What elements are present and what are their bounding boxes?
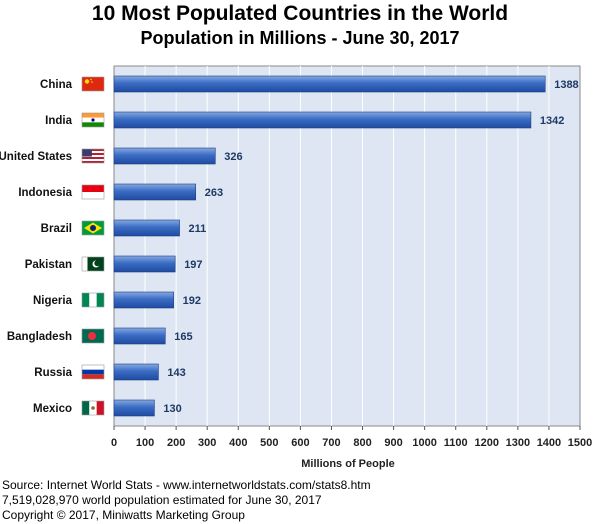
x-tick-label: 600 xyxy=(291,437,309,449)
value-label-russia: 143 xyxy=(167,367,185,379)
value-label-pakistan: 197 xyxy=(184,259,202,271)
x-tick-label: 1100 xyxy=(444,437,468,449)
x-tick-label: 300 xyxy=(198,437,216,449)
value-label-mexico: 130 xyxy=(163,403,181,415)
flag-mexico-icon xyxy=(81,400,105,416)
category-label-indonesia: Indonesia xyxy=(18,187,72,199)
value-label-united-states: 326 xyxy=(224,151,242,163)
x-tick-label: 900 xyxy=(384,437,402,449)
value-label-china: 1388 xyxy=(554,79,578,91)
bar-russia xyxy=(113,363,159,381)
flag-united-states-icon xyxy=(81,148,105,164)
x-tick-label: 500 xyxy=(260,437,278,449)
copyright-note: Copyright © 2017, Miniwatts Marketing Gr… xyxy=(2,508,245,522)
source-note: Source: Internet World Stats - www.inter… xyxy=(2,478,371,492)
value-label-brazil: 211 xyxy=(189,223,207,235)
category-label-mexico: Mexico xyxy=(33,403,72,415)
value-label-nigeria: 192 xyxy=(183,295,201,307)
bar-pakistan xyxy=(113,255,176,273)
flag-bangladesh-icon xyxy=(81,328,105,344)
x-tick-label: 1200 xyxy=(475,437,499,449)
chart-subtitle: Population in Millions - June 30, 2017 xyxy=(140,28,460,48)
x-tick-label: 1300 xyxy=(506,437,530,449)
category-label-pakistan: Pakistan xyxy=(25,259,72,271)
flag-brazil-icon xyxy=(81,220,105,236)
bar-bangladesh xyxy=(113,327,166,345)
x-tick-label: 1000 xyxy=(412,437,436,449)
x-tick-label: 1400 xyxy=(537,437,561,449)
bar-china xyxy=(113,75,546,93)
x-axis-title: Millions of People xyxy=(301,458,395,470)
bar-indonesia xyxy=(113,183,197,201)
bar-mexico xyxy=(113,399,155,417)
population-note: 7,519,028,970 world population estimated… xyxy=(2,493,322,507)
value-label-indonesia: 263 xyxy=(205,187,223,199)
flag-pakistan-icon xyxy=(81,256,105,272)
flag-china-icon xyxy=(81,76,105,92)
category-label-bangladesh: Bangladesh xyxy=(7,331,72,343)
category-label-india: India xyxy=(45,115,72,127)
flag-india-icon xyxy=(81,112,105,128)
bar-united-states xyxy=(113,147,216,165)
x-tick-label: 1500 xyxy=(568,437,592,449)
category-label-brazil: Brazil xyxy=(41,223,72,235)
x-tick-label: 800 xyxy=(353,437,371,449)
category-label-nigeria: Nigeria xyxy=(33,295,73,307)
x-tick-label: 0 xyxy=(111,437,117,449)
value-label-bangladesh: 165 xyxy=(174,331,192,343)
x-tick-label: 100 xyxy=(136,437,154,449)
category-label-china: China xyxy=(40,79,73,91)
x-tick-label: 200 xyxy=(167,437,185,449)
chart-title: 10 Most Populated Countries in the World xyxy=(91,2,509,25)
category-label-russia: Russia xyxy=(34,367,72,379)
bar-brazil xyxy=(113,219,180,237)
category-label-united-states: United States xyxy=(0,151,72,163)
value-label-india: 1342 xyxy=(540,115,564,127)
x-tick-label: 400 xyxy=(229,437,247,449)
flag-indonesia-icon xyxy=(81,184,105,200)
bar-india xyxy=(113,111,532,129)
bar-nigeria xyxy=(113,291,174,309)
x-tick-label: 700 xyxy=(322,437,340,449)
flag-russia-icon xyxy=(81,364,105,380)
flag-nigeria-icon xyxy=(81,292,105,308)
